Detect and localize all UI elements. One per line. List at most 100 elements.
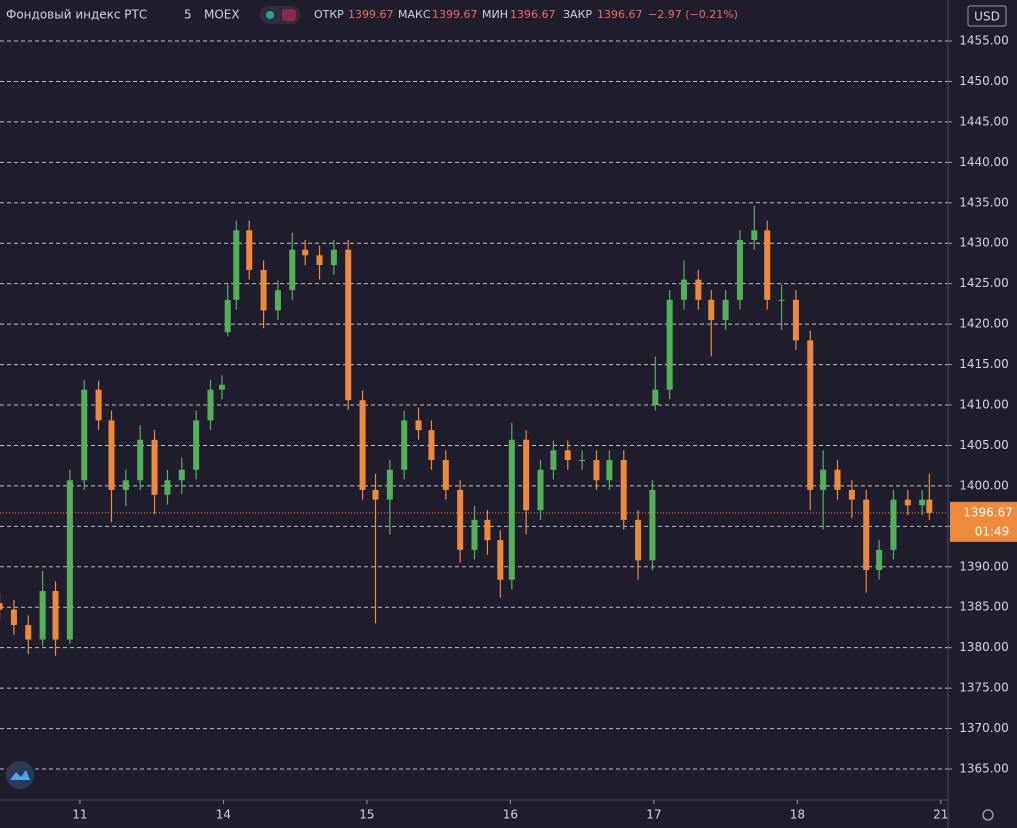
- candle-body: [695, 279, 702, 300]
- candle-body: [484, 519, 491, 541]
- candle-body: [471, 519, 478, 550]
- candle-body: [151, 439, 158, 495]
- y-tick-label: 1375.00: [959, 681, 1009, 695]
- candle-body: [652, 389, 659, 406]
- candle-body: [792, 299, 799, 341]
- x-tick-label: 11: [72, 808, 87, 822]
- candle-body: [415, 420, 422, 431]
- candle-body: [919, 499, 926, 506]
- candle-body: [848, 489, 855, 500]
- candle-body: [39, 591, 46, 640]
- candle-body: [751, 230, 758, 240]
- open-label: ОТКР: [314, 8, 344, 21]
- y-tick-label: 1425.00: [959, 276, 1009, 290]
- candle-body: [926, 499, 933, 513]
- candle-body: [207, 389, 214, 421]
- status-icon: [282, 9, 296, 21]
- high-value: 1399.67: [432, 8, 478, 21]
- candle-body: [820, 469, 827, 490]
- candle-body: [635, 519, 642, 561]
- symbol-title: Фондовый индекс РТС: [6, 8, 147, 22]
- candle-body: [246, 230, 253, 270]
- currency-box[interactable]: [967, 5, 1007, 27]
- candle-body: [122, 480, 129, 490]
- open-value: 1399.67: [348, 8, 394, 21]
- x-tick-label: 21: [933, 808, 948, 822]
- y-tick-label: 1380.00: [959, 640, 1009, 654]
- candle-body: [386, 469, 393, 500]
- countdown: 01:49: [975, 524, 1010, 538]
- y-tick-label: 1440.00: [959, 155, 1009, 169]
- candle-body: [890, 499, 897, 550]
- y-tick-label: 1365.00: [959, 762, 1009, 776]
- candle-body: [863, 499, 870, 571]
- candle-body: [233, 230, 240, 300]
- x-tick-label: 16: [503, 808, 518, 822]
- y-tick-label: 1420.00: [959, 317, 1009, 331]
- y-tick-label: 1385.00: [959, 600, 1009, 614]
- candle-body: [178, 469, 185, 481]
- candle-body: [442, 460, 449, 490]
- x-tick-label: 15: [359, 808, 374, 822]
- close-value: 1396.67: [597, 8, 643, 21]
- exchange: MOEX: [204, 8, 240, 22]
- candle-body: [66, 480, 73, 640]
- candle-body: [807, 340, 814, 490]
- y-tick-label: 1415.00: [959, 357, 1009, 371]
- candle-body: [260, 269, 267, 311]
- candle-body: [606, 460, 613, 481]
- header: Фондовый индекс РТС 5 MOEX ОТКР 1399.67 …: [6, 6, 738, 24]
- y-tick-label: 1445.00: [959, 114, 1009, 128]
- candle-body: [401, 420, 408, 470]
- candle-body: [649, 489, 656, 561]
- y-tick-label: 1390.00: [959, 559, 1009, 573]
- candle-body: [81, 389, 88, 481]
- y-tick-label: 1435.00: [959, 195, 1009, 209]
- candle-body: [330, 249, 337, 266]
- y-tick-label: 1405.00: [959, 438, 1009, 452]
- candle-body: [564, 450, 571, 461]
- candle-body: [550, 450, 557, 470]
- y-tick-label: 1450.00: [959, 74, 1009, 88]
- plot: [0, 206, 948, 656]
- x-tick-label: 14: [216, 808, 231, 822]
- candle-body: [508, 439, 515, 580]
- settings-icon[interactable]: [982, 809, 994, 821]
- candle-body: [722, 299, 729, 321]
- status-dot: [266, 11, 274, 19]
- candle-body: [193, 420, 200, 470]
- y-tick-label: 1410.00: [959, 398, 1009, 412]
- candle-body: [274, 290, 281, 311]
- change: −2.97 (−0.21%): [648, 8, 738, 21]
- candle-body: [904, 499, 911, 506]
- last-price-label: 1396.67: [963, 505, 1013, 519]
- x-tick-label: 18: [790, 808, 805, 822]
- y-tick-label: 1370.00: [959, 721, 1009, 735]
- candle-body: [95, 389, 102, 421]
- candle-body: [224, 299, 231, 333]
- candle-body: [0, 603, 3, 610]
- interval: 5: [184, 8, 192, 22]
- candle-body: [289, 249, 296, 291]
- candle-body: [457, 489, 464, 550]
- candle-body: [108, 420, 115, 490]
- candle-body: [593, 460, 600, 481]
- candle-body: [302, 249, 309, 256]
- candle-body: [25, 625, 32, 640]
- candle-body: [345, 249, 352, 401]
- candle-body: [10, 609, 17, 626]
- candle-body: [764, 230, 771, 300]
- candle-body: [736, 240, 743, 300]
- y-tick-label: 1430.00: [959, 236, 1009, 250]
- candle-body: [218, 384, 225, 390]
- candle-body: [778, 299, 785, 301]
- last-price-box: [950, 501, 1017, 542]
- low-value: 1396.67: [510, 8, 556, 21]
- y-tick-label: 1455.00: [959, 34, 1009, 48]
- candle-body: [680, 279, 687, 300]
- logo[interactable]: [6, 761, 34, 789]
- x-tick-label: 17: [646, 808, 661, 822]
